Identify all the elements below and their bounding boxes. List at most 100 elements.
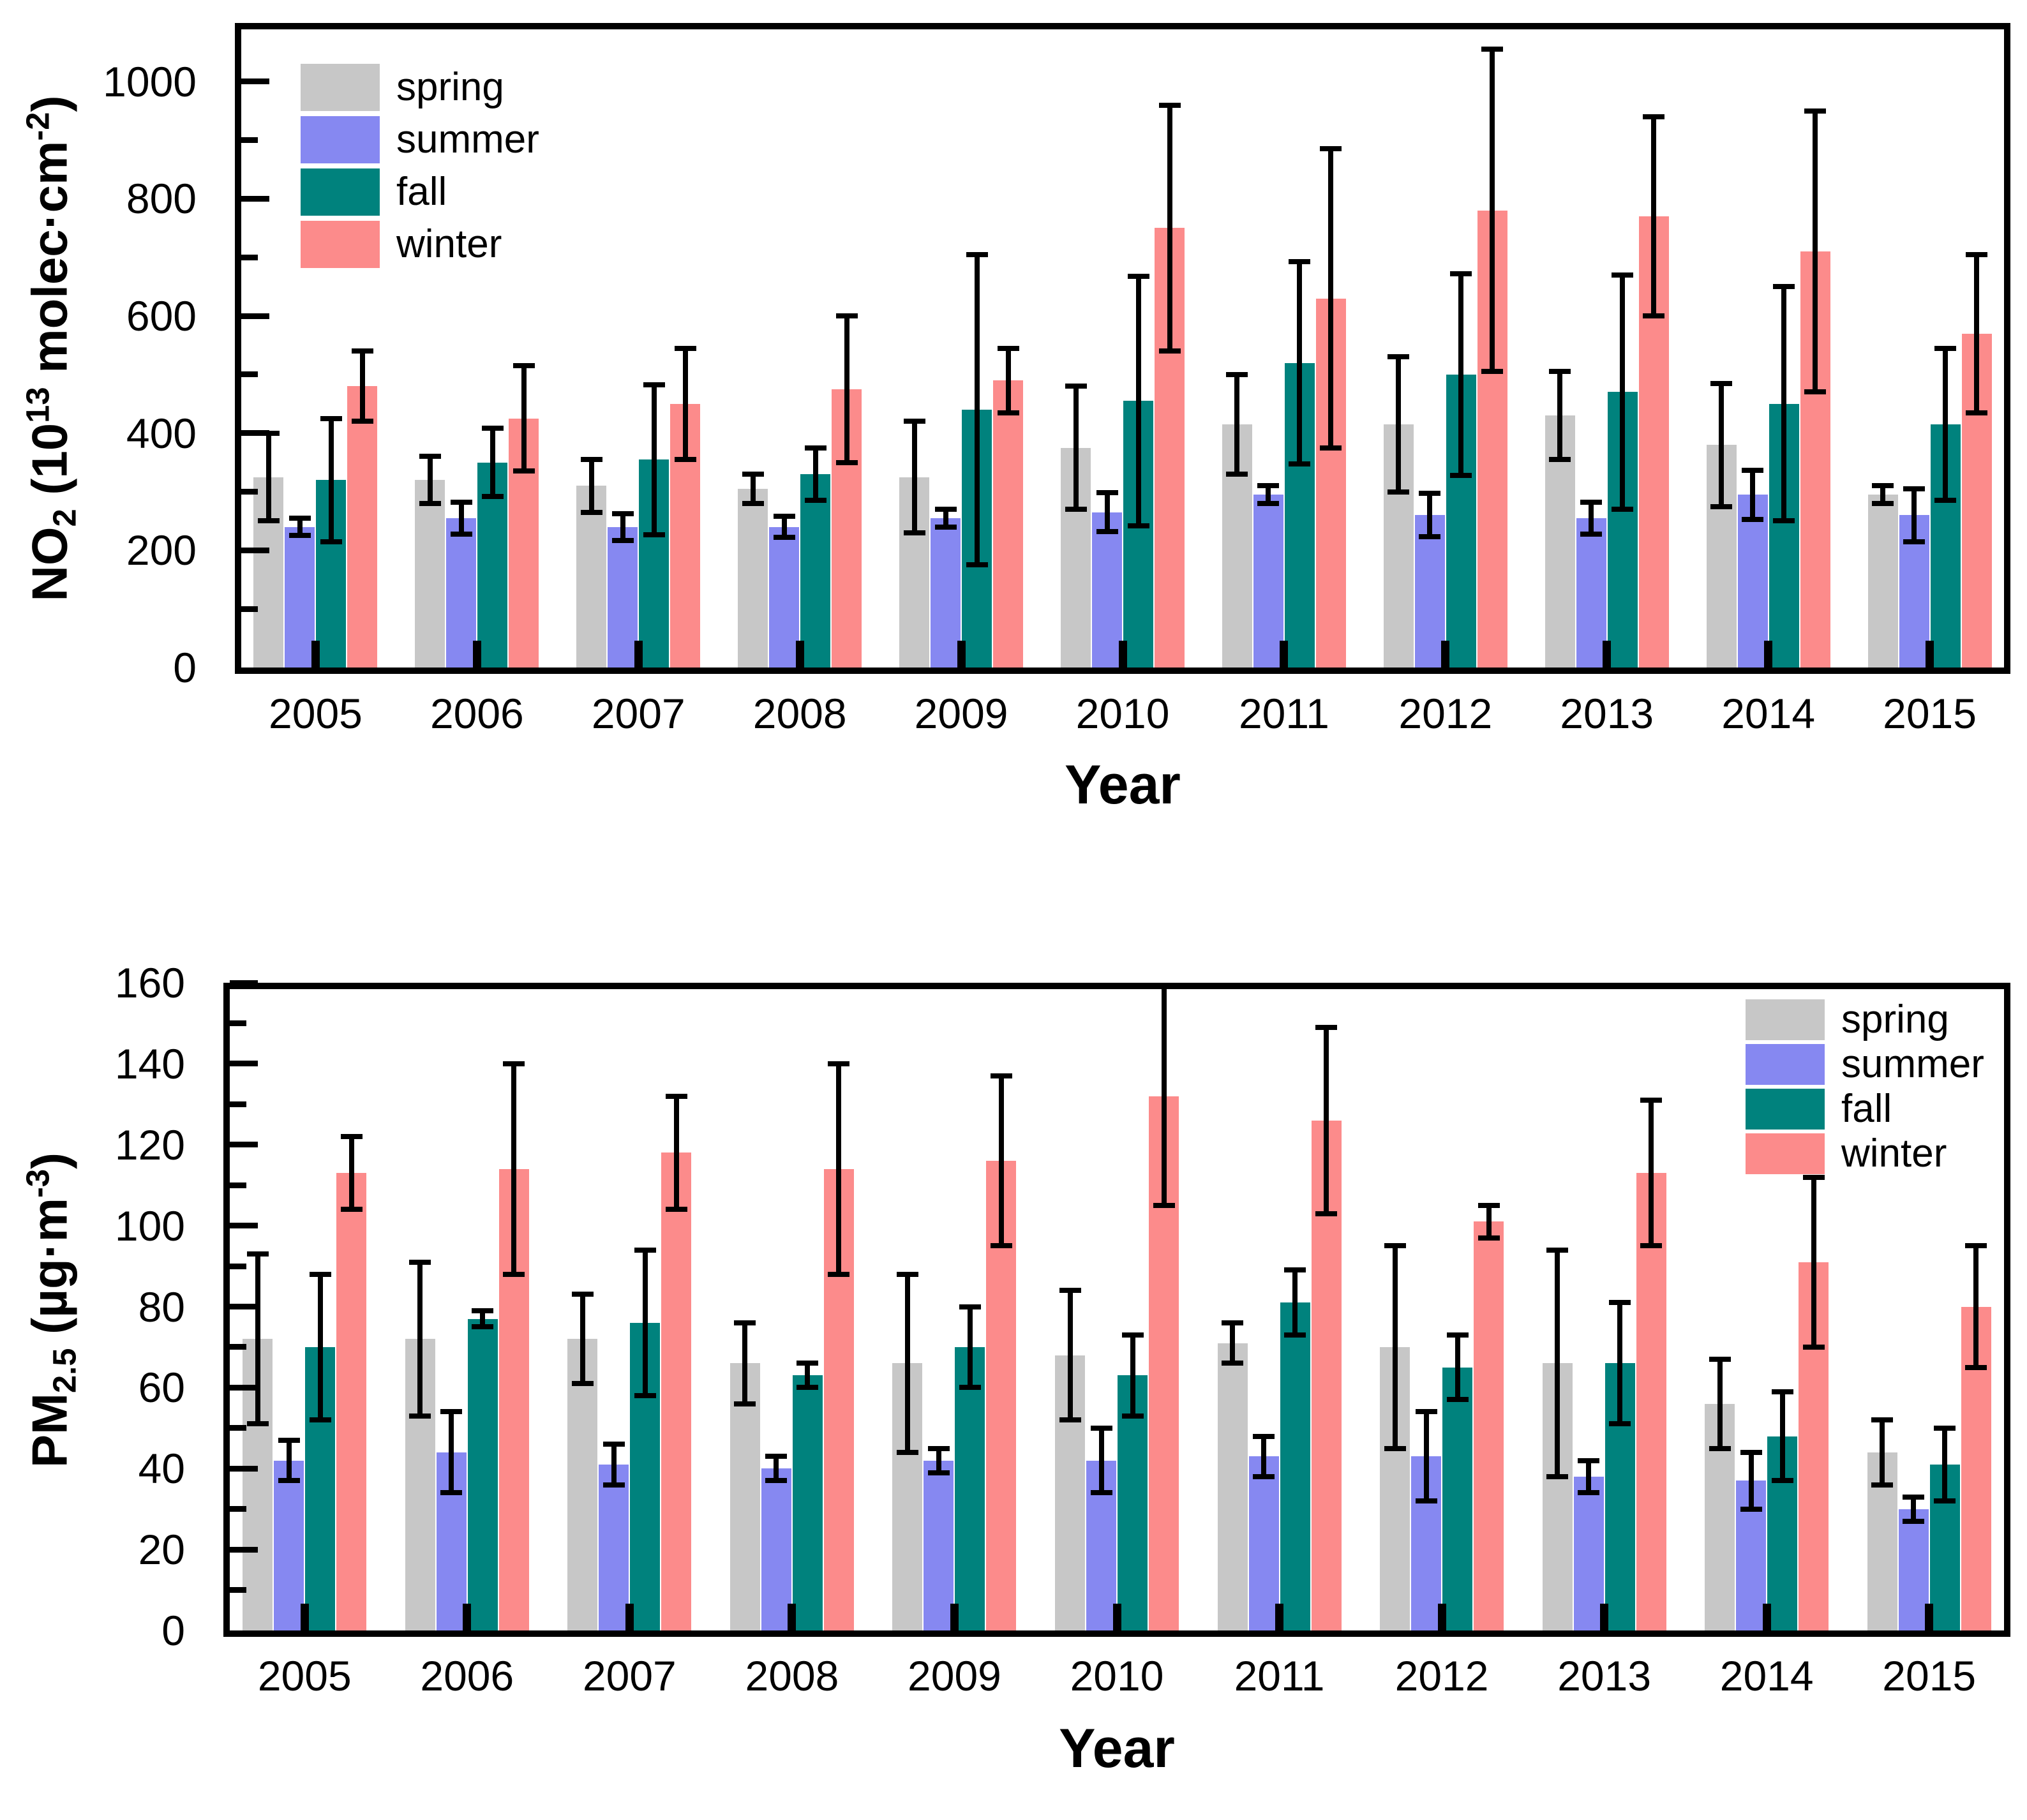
y-tick-label-800: 800 [126,175,197,223]
errorbar-spring-2015 [1880,1420,1885,1485]
errorbar-cap-bottom-fall-2009 [959,1385,981,1391]
errorbar-cap-top-fall-2005 [320,415,342,421]
errorbar-cap-bottom-spring-2009 [896,1449,918,1455]
errorbar-cap-top-summer-2015 [1903,486,1926,491]
legend-swatch-summer [1746,1044,1825,1085]
errorbar-cap-top-summer-2012 [1415,1409,1437,1415]
errorbar-cap-bottom-winter-2010 [1153,1202,1175,1208]
errorbar-cap-bottom-fall-2011 [1284,1332,1306,1338]
x-tick-2008 [788,1604,797,1630]
errorbar-cap-bottom-fall-2015 [1934,498,1957,503]
errorbar-cap-top-fall-2015 [1934,1425,1956,1431]
errorbar-cap-bottom-summer-2008 [765,1478,788,1484]
errorbar-winter-2006 [511,1063,517,1274]
errorbar-cap-bottom-fall-2009 [966,562,988,568]
y-tick-label-60: 60 [138,1364,185,1412]
errorbar-fall-2013 [1620,274,1626,510]
errorbar-cap-top-summer-2009 [934,507,957,512]
y-axis-title-segment: molec·cm [21,140,78,387]
errorbar-summer-2010 [1104,493,1110,532]
errorbar-cap-bottom-fall-2013 [1609,1421,1631,1427]
legend-label-summer: summer [396,117,539,161]
x-tick-label-2013: 2013 [1557,1652,1652,1699]
errorbar-cap-bottom-winter-2012 [1481,369,1504,375]
y-tick-600 [241,313,269,319]
errorbar-cap-top-winter-2010 [1158,102,1181,108]
bar-fall-2011 [1280,1302,1310,1630]
errorbar-cap-top-spring-2008 [742,472,764,477]
errorbar-cap-top-spring-2010 [1065,384,1087,389]
errorbar-summer-2014 [1748,1452,1754,1509]
errorbar-cap-top-summer-2011 [1257,483,1280,489]
y-tick-label-20: 20 [138,1526,185,1574]
x-tick-label-2012: 2012 [1395,1652,1489,1699]
x-tick-label-2012: 2012 [1398,690,1493,737]
errorbar-cap-bottom-summer-2014 [1740,1506,1762,1512]
errorbar-fall-2014 [1779,1391,1785,1481]
y-tick-110 [230,1182,246,1188]
errorbar-spring-2007 [580,1294,585,1384]
x-tick-2005 [311,641,320,668]
errorbar-cap-top-fall-2008 [804,445,827,451]
legend-swatch-winter [1746,1133,1825,1174]
errorbar-cap-bottom-spring-2010 [1059,1417,1081,1423]
errorbar-cap-top-summer-2014 [1742,467,1764,473]
x-tick-label-2009: 2009 [914,690,1008,737]
errorbar-cap-bottom-spring-2006 [419,500,441,506]
bar-fall-2008 [800,474,831,668]
errorbar-winter-2008 [836,1063,842,1274]
errorbar-winter-2013 [1651,116,1657,317]
errorbar-winter-2010 [1161,987,1167,1205]
errorbar-spring-2009 [911,421,917,533]
errorbar-cap-top-fall-2007 [634,1247,656,1253]
errorbar-winter-2011 [1324,1027,1329,1214]
errorbar-cap-top-spring-2009 [903,419,925,424]
errorbar-cap-top-summer-2006 [450,500,472,505]
y-tick-160 [230,980,258,986]
errorbar-cap-top-summer-2015 [1903,1494,1925,1500]
errorbar-cap-bottom-winter-2007 [665,1207,687,1212]
errorbar-cap-top-spring-2013 [1549,369,1571,375]
errorbar-cap-top-winter-2005 [340,1134,363,1140]
errorbar-cap-top-summer-2014 [1740,1449,1762,1455]
errorbar-cap-bottom-spring-2012 [1387,489,1410,495]
y-axis-title-segment: -2 [19,112,56,141]
errorbar-cap-top-winter-2015 [1965,1243,1987,1249]
errorbar-winter-2007 [673,1096,679,1210]
bar-winter-2007 [661,1152,692,1630]
errorbar-cap-top-fall-2006 [481,426,504,431]
errorbar-cap-bottom-spring-2007 [571,1381,594,1387]
y-tick-100 [230,1223,258,1229]
x-tick-label-2015: 2015 [1883,690,1977,737]
y-axis-title-segment: 2.5 [46,1348,83,1393]
bar-summer-2009 [924,1460,954,1630]
errorbar-fall-2010 [1135,276,1141,526]
errorbar-cap-top-spring-2010 [1059,1288,1081,1294]
errorbar-winter-2007 [682,348,688,460]
errorbar-cap-top-winter-2012 [1477,1202,1500,1208]
errorbar-cap-bottom-summer-2013 [1580,531,1603,537]
x-tick-2010 [1118,641,1127,668]
errorbar-summer-2008 [774,1456,779,1481]
legend-swatch-fall [1746,1089,1825,1130]
errorbar-spring-2013 [1555,1249,1560,1477]
x-tick-label-2005: 2005 [269,690,363,737]
errorbar-cap-top-summer-2005 [288,515,311,521]
errorbar-cap-top-summer-2010 [1090,1425,1112,1431]
y-tick-900 [241,137,258,144]
y-axis-title-segment: NO [21,526,78,602]
errorbar-cap-top-winter-2007 [674,345,696,351]
errorbar-summer-2005 [286,1440,292,1481]
x-tick-label-2006: 2006 [420,1652,514,1699]
errorbar-spring-2014 [1717,1359,1723,1449]
errorbar-cap-bottom-fall-2008 [804,498,827,503]
errorbar-cap-top-fall-2014 [1771,1389,1793,1394]
errorbar-cap-bottom-summer-2010 [1096,528,1118,534]
y-axis-title-segment: 13 [19,387,56,423]
y-tick-90 [230,1263,246,1269]
x-tick-2010 [1112,1604,1121,1630]
errorbar-cap-top-winter-2011 [1315,1024,1338,1030]
errorbar-cap-bottom-spring-2008 [734,1401,756,1406]
errorbar-summer-2009 [943,509,948,527]
errorbar-winter-2012 [1486,1205,1492,1238]
